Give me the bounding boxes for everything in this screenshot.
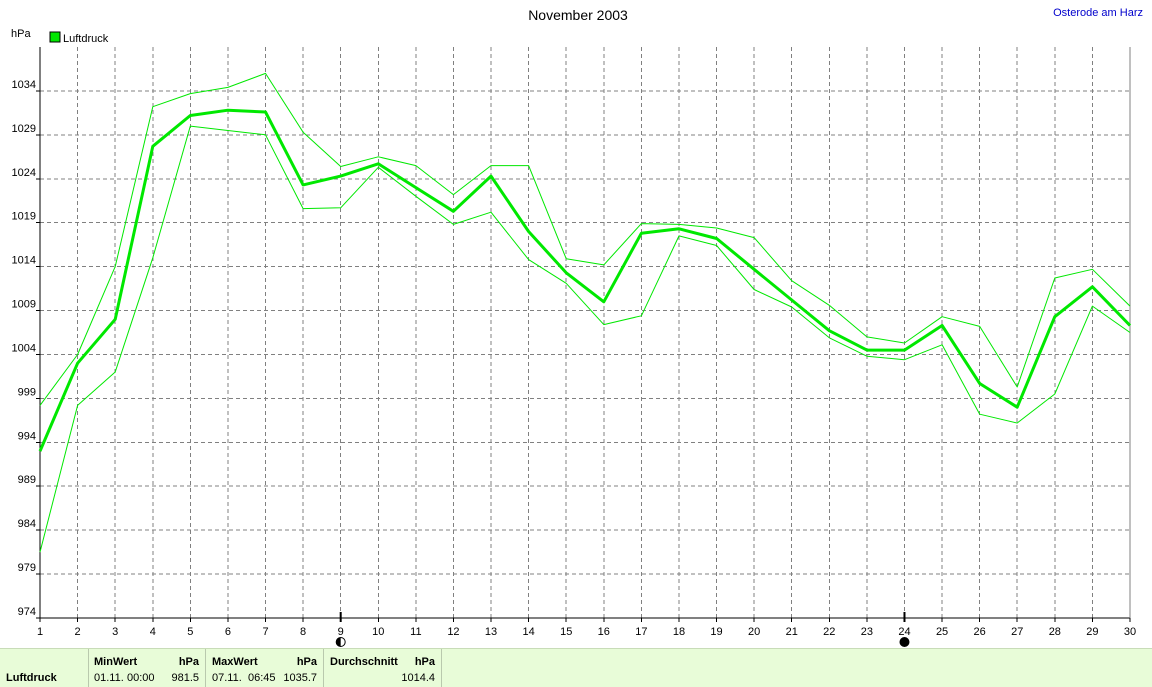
x-tick-label: 1 <box>37 626 43 638</box>
series-layer <box>38 72 1132 553</box>
x-tick-label: 4 <box>150 626 156 638</box>
moon-layer <box>335 612 910 647</box>
y-tick-label: 989 <box>18 474 36 486</box>
x-tick-label: 10 <box>372 626 384 638</box>
x-tick-label: 14 <box>522 626 534 638</box>
min-value: 981.5 <box>171 672 199 684</box>
footer-avg-cell: Durchschnitt hPa 1014.4 <box>324 649 442 687</box>
series-line-mean <box>38 108 1132 452</box>
pressure-chart: November 2003 Osterode am Harz hPa Luftd… <box>11 7 1143 647</box>
max-value: 1035.7 <box>283 672 317 684</box>
footer-label-cell: Luftdruck <box>0 649 89 687</box>
y-tick-label: 979 <box>18 562 36 574</box>
y-tick-label: 994 <box>18 430 36 442</box>
new-moon-icon <box>899 637 910 647</box>
x-tick-label: 3 <box>112 626 118 638</box>
legend-swatch <box>49 31 61 43</box>
max-unit: hPa <box>296 656 317 668</box>
y-tick-label: 1029 <box>12 123 36 135</box>
x-tick-label: 30 <box>1124 626 1136 638</box>
x-tick-label: 5 <box>187 626 193 638</box>
y-tick-label: 1004 <box>12 342 36 354</box>
avg-value: 1014.4 <box>401 672 435 684</box>
x-tick-label: 29 <box>1086 626 1098 638</box>
x-tick-label: 21 <box>786 626 798 638</box>
y-tick-label: 1019 <box>12 211 36 223</box>
x-tick-label: 24 <box>898 626 910 638</box>
avg-unit: hPa <box>414 656 435 668</box>
axis-layer: 9749799849899949991004100910141019102410… <box>12 47 1136 638</box>
footer-row-label: Luftdruck <box>6 672 57 684</box>
avg-header: Durchschnitt <box>330 656 398 668</box>
x-tick-label: 27 <box>1011 626 1023 638</box>
x-tick-label: 6 <box>225 626 231 638</box>
y-tick-label: 1034 <box>12 79 36 91</box>
x-tick-label: 25 <box>936 626 948 638</box>
series-line-max <box>39 72 1131 406</box>
y-tick-label: 1014 <box>12 255 36 267</box>
grid-layer <box>40 47 1130 618</box>
x-tick-label: 9 <box>338 626 344 638</box>
x-tick-label: 8 <box>300 626 306 638</box>
x-tick-label: 28 <box>1049 626 1061 638</box>
x-tick-label: 12 <box>447 626 459 638</box>
x-tick-label: 11 <box>410 626 421 638</box>
footer-max-cell: MaxWert hPa 07.11. 06:45 1035.7 <box>206 649 324 687</box>
legend-label: Luftdruck <box>63 33 109 45</box>
min-date: 01.11. <box>94 672 124 684</box>
y-tick-label: 999 <box>18 386 36 398</box>
max-header: MaxWert <box>212 656 258 668</box>
x-tick-label: 16 <box>598 626 610 638</box>
max-time: 06:45 <box>248 672 276 684</box>
footer-min-cell: MinWert hPa 01.11. 00:00 981.5 <box>89 649 206 687</box>
x-tick-label: 13 <box>485 626 497 638</box>
x-tick-label: 26 <box>974 626 986 638</box>
x-tick-label: 22 <box>823 626 835 638</box>
x-tick-label: 20 <box>748 626 760 638</box>
location-label: Osterode am Harz <box>1053 7 1143 19</box>
moon-phase-shade <box>336 637 341 647</box>
statistics-footer: Luftdruck MinWert hPa 01.11. 00:00 981.5… <box>0 648 1152 687</box>
y-axis-unit-label: hPa <box>11 28 31 40</box>
chart-title: November 2003 <box>528 7 628 23</box>
x-tick-label: 7 <box>262 626 268 638</box>
x-tick-label: 23 <box>861 626 873 638</box>
max-date: 07.11. <box>212 672 242 684</box>
x-tick-label: 15 <box>560 626 572 638</box>
y-tick-label: 984 <box>18 518 36 530</box>
x-tick-label: 18 <box>673 626 685 638</box>
min-unit: hPa <box>178 656 199 668</box>
x-tick-label: 19 <box>710 626 722 638</box>
x-tick-label: 17 <box>635 626 647 638</box>
min-header: MinWert <box>94 656 138 668</box>
x-tick-label: 2 <box>75 626 81 638</box>
y-tick-label: 1024 <box>12 167 36 179</box>
y-tick-label: 974 <box>18 606 36 618</box>
series-line-min <box>39 125 1131 553</box>
min-time: 00:00 <box>127 672 155 684</box>
y-tick-label: 1009 <box>12 299 36 311</box>
